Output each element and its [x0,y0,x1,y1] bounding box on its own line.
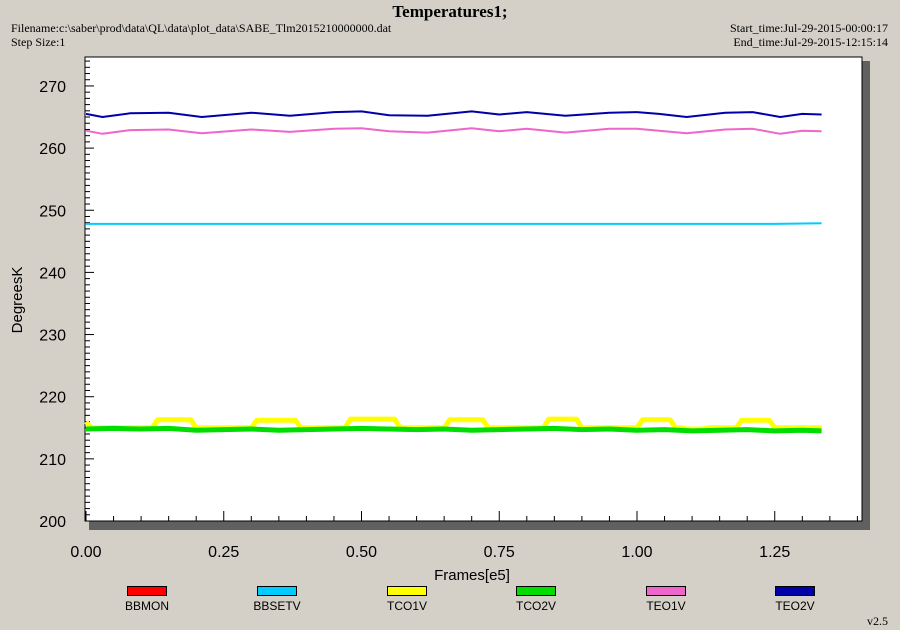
y-tick-label: 260 [39,141,66,158]
legend-label: TCO2V [515,599,556,613]
series-line-bbsetv [86,222,822,225]
y-axis-label: DegreesK [9,267,26,334]
legend-item-teo1v: TEO1V [626,586,706,613]
series-group [84,110,822,434]
series-line-tco2v [85,425,822,434]
y-tick-label: 250 [39,203,66,220]
legend: BBMON BBSETV TCO1V TCO2V TEO1V TEO2V [0,586,900,616]
legend-swatch [257,586,297,596]
y-tick-label: 230 [39,328,66,345]
axes: 200 210 220 230 240 250 260 270 0.00 0.25 0.50 0.75… [39,60,858,561]
x-tick-label: 1.25 [759,544,790,561]
legend-swatch [387,586,427,596]
x-tick-label: 0.00 [70,544,101,561]
legend-item-tco1v: TCO1V [367,586,447,613]
x-tick-label: 0.50 [346,544,377,561]
start-time-text: Start_time:Jul-29-2015-00:00:17 [730,21,888,35]
legend-swatch [516,586,556,596]
legend-label: BBSETV [253,599,301,613]
plot-area [84,56,863,522]
series-line-teo2v [85,110,822,118]
x-tick-label: 1.00 [621,544,652,561]
legend-item-bbmon: BBMON [107,586,187,613]
legend-label: BBMON [124,599,169,613]
x-tick-label: 0.25 [208,544,239,561]
end-time-text: End_time:Jul-29-2015-12:15:14 [733,35,888,49]
version-label: v2.5 [867,614,888,628]
y-tick-label: 210 [39,452,66,469]
y-tick-label: 220 [39,390,66,407]
legend-swatch [127,586,167,596]
legend-label: TEO2V [775,599,815,613]
y-tick-label: 270 [39,79,66,96]
legend-label: TCO1V [386,599,427,613]
x-axis-label: Frames[e5] [434,567,510,584]
x-tick-label: 0.75 [484,544,515,561]
filename-text: Filename:c:\saber\prod\data\QL\data\plot… [11,21,392,35]
y-tick-label: 240 [39,265,66,282]
legend-item-bbsetv: BBSETV [237,586,317,613]
chart-title: Temperatures1; [392,2,508,21]
legend-label: TEO1V [646,599,686,613]
y-tick-label: 200 [39,514,66,531]
step-size-text: Step Size:1 [11,35,66,49]
legend-swatch [775,586,815,596]
legend-item-tco2v: TCO2V [496,586,576,613]
series-line-teo1v [85,127,822,135]
legend-swatch [646,586,686,596]
legend-item-teo2v: TEO2V [755,586,835,613]
